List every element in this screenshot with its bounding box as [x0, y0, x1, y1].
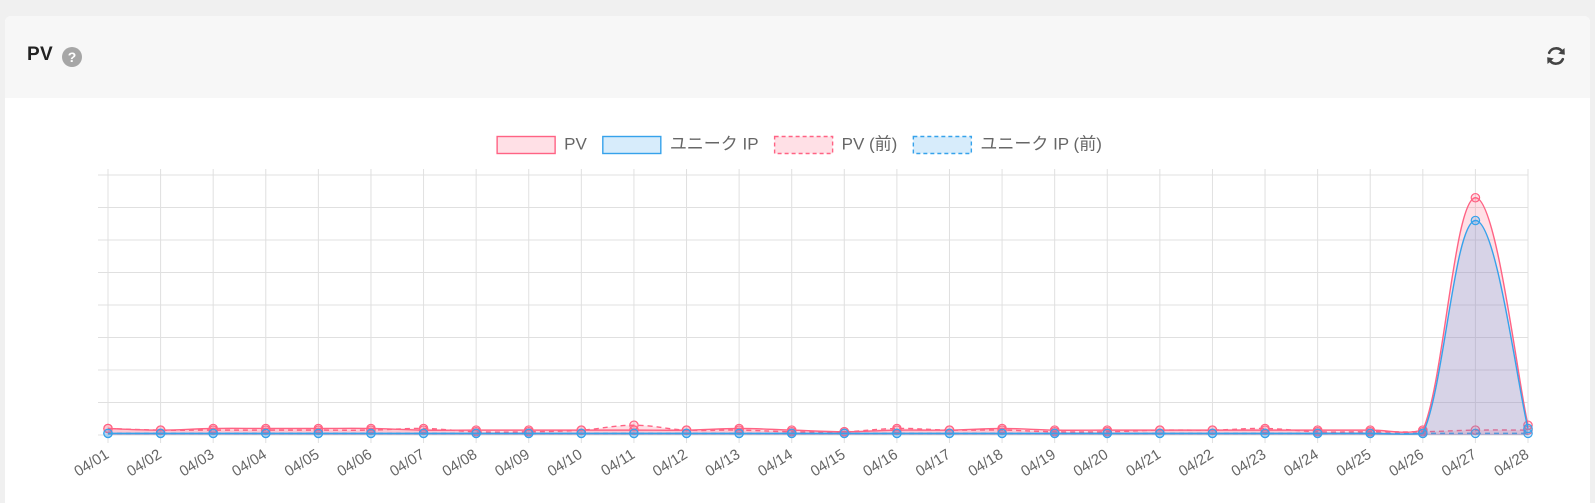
data-point[interactable] [1102, 428, 1113, 439]
x-tick-label: 04/03 [176, 446, 217, 480]
data-point[interactable] [313, 428, 324, 439]
legend-label[interactable]: PV [564, 135, 587, 154]
x-tick-label: 04/10 [545, 446, 586, 480]
series-area [108, 197, 1528, 435]
data-point[interactable] [1470, 215, 1481, 226]
data-point[interactable] [366, 428, 376, 439]
x-tick-label: 04/17 [913, 446, 954, 480]
data-point[interactable] [471, 428, 481, 439]
series-line [107, 197, 1529, 433]
data-point[interactable] [839, 428, 850, 439]
data-point[interactable] [155, 428, 166, 439]
data-point[interactable] [786, 428, 797, 439]
x-tick-label: 04/18 [965, 446, 1006, 480]
legend-label[interactable]: ユニーク IP (前) [980, 135, 1102, 154]
data-point[interactable] [1049, 428, 1060, 439]
data-point[interactable] [1260, 425, 1270, 435]
x-tick-label: 04/19 [1018, 446, 1059, 480]
x-tick-label: 04/09 [492, 446, 533, 480]
data-point[interactable] [471, 425, 481, 435]
legend-swatch[interactable] [602, 135, 662, 155]
data-point[interactable] [1155, 425, 1165, 435]
x-tick-label: 04/13 [702, 446, 743, 480]
data-point[interactable] [1207, 425, 1218, 435]
data-point[interactable] [1260, 428, 1270, 439]
legend-swatch[interactable] [912, 135, 973, 155]
data-point[interactable] [418, 428, 429, 439]
x-tick-label: 04/27 [1439, 446, 1480, 480]
x-tick-label: 04/22 [1176, 446, 1217, 480]
data-point[interactable] [892, 428, 902, 439]
x-tick-label: 04/26 [1386, 446, 1427, 480]
data-point[interactable] [576, 428, 587, 439]
data-point[interactable] [786, 425, 797, 435]
data-point[interactable] [418, 425, 429, 435]
data-point[interactable] [629, 428, 639, 439]
data-point[interactable] [734, 428, 744, 439]
data-point[interactable] [208, 428, 218, 439]
data-point[interactable] [1470, 428, 1481, 439]
x-tick-label: 04/16 [860, 446, 901, 480]
data-point[interactable] [260, 428, 271, 439]
x-tick-label: 04/01 [71, 446, 112, 480]
data-point[interactable] [944, 428, 955, 439]
pv-line-chart: 04/01 04/02 04/03 04/04 04/05 04/06 04/07 04/08… [71, 135, 1533, 480]
series-area [108, 425, 1528, 435]
data-point[interactable] [681, 428, 692, 439]
data-point[interactable] [629, 425, 639, 435]
data-point[interactable] [1102, 425, 1113, 435]
x-tick-label: 04/20 [1071, 446, 1112, 480]
data-point[interactable] [1470, 192, 1481, 203]
x-tick-label: 04/07 [387, 446, 428, 480]
series-line [108, 219, 1529, 435]
x-tick-label: 04/21 [1123, 446, 1164, 480]
data-point[interactable] [1470, 425, 1481, 435]
chart-container: 04/01 04/02 04/03 04/04 04/05 04/06 04/07 04/08… [5, 98, 1590, 503]
series-line [107, 424, 1529, 433]
card-header: PV ? [5, 16, 1590, 98]
x-tick-label: 04/24 [1281, 446, 1322, 480]
x-tick-label: 04/12 [650, 446, 691, 480]
refresh-icon[interactable] [1544, 44, 1568, 68]
legend-label[interactable]: PV (前) [842, 135, 898, 154]
question-circle-icon[interactable]: ? [62, 47, 82, 67]
data-point[interactable] [1418, 428, 1428, 439]
data-point[interactable] [944, 425, 955, 435]
data-point[interactable] [681, 425, 692, 435]
data-point[interactable] [523, 428, 534, 439]
x-tick-label: 04/02 [124, 446, 165, 480]
data-point[interactable] [1365, 425, 1376, 435]
x-tick-label: 04/05 [282, 446, 323, 480]
legend-swatch[interactable] [496, 135, 556, 155]
x-tick-label: 04/23 [1228, 446, 1269, 480]
x-tick-label: 04/11 [598, 446, 638, 480]
data-point[interactable] [103, 428, 113, 439]
data-point[interactable] [997, 428, 1007, 439]
x-tick-label: 04/08 [439, 446, 480, 480]
data-point[interactable] [1312, 428, 1323, 439]
x-tick-label: 04/15 [808, 446, 849, 480]
data-point[interactable] [892, 425, 902, 435]
x-tick-label: 04/04 [229, 446, 270, 480]
data-point[interactable] [1049, 425, 1060, 435]
card-title: PV [27, 44, 53, 65]
x-tick-label: 04/25 [1333, 446, 1374, 480]
data-point[interactable] [155, 425, 166, 435]
data-point[interactable] [1523, 420, 1533, 431]
data-point[interactable] [523, 425, 534, 435]
legend-label[interactable]: ユニーク IP [670, 135, 759, 154]
data-point[interactable] [1207, 428, 1218, 439]
x-tick-label: 04/28 [1491, 446, 1532, 480]
data-point[interactable] [1312, 425, 1323, 435]
legend-swatch[interactable] [773, 135, 834, 155]
data-point[interactable] [576, 425, 587, 435]
data-point[interactable] [1155, 428, 1165, 439]
x-tick-label: 04/14 [755, 446, 796, 480]
x-tick-label: 04/06 [334, 446, 375, 480]
data-point[interactable] [1365, 428, 1376, 439]
pv-card: PV ? 04/01 04/02 04/03 04/04 04/05 04/06 04/07… [5, 16, 1590, 503]
data-point[interactable] [1523, 423, 1533, 434]
